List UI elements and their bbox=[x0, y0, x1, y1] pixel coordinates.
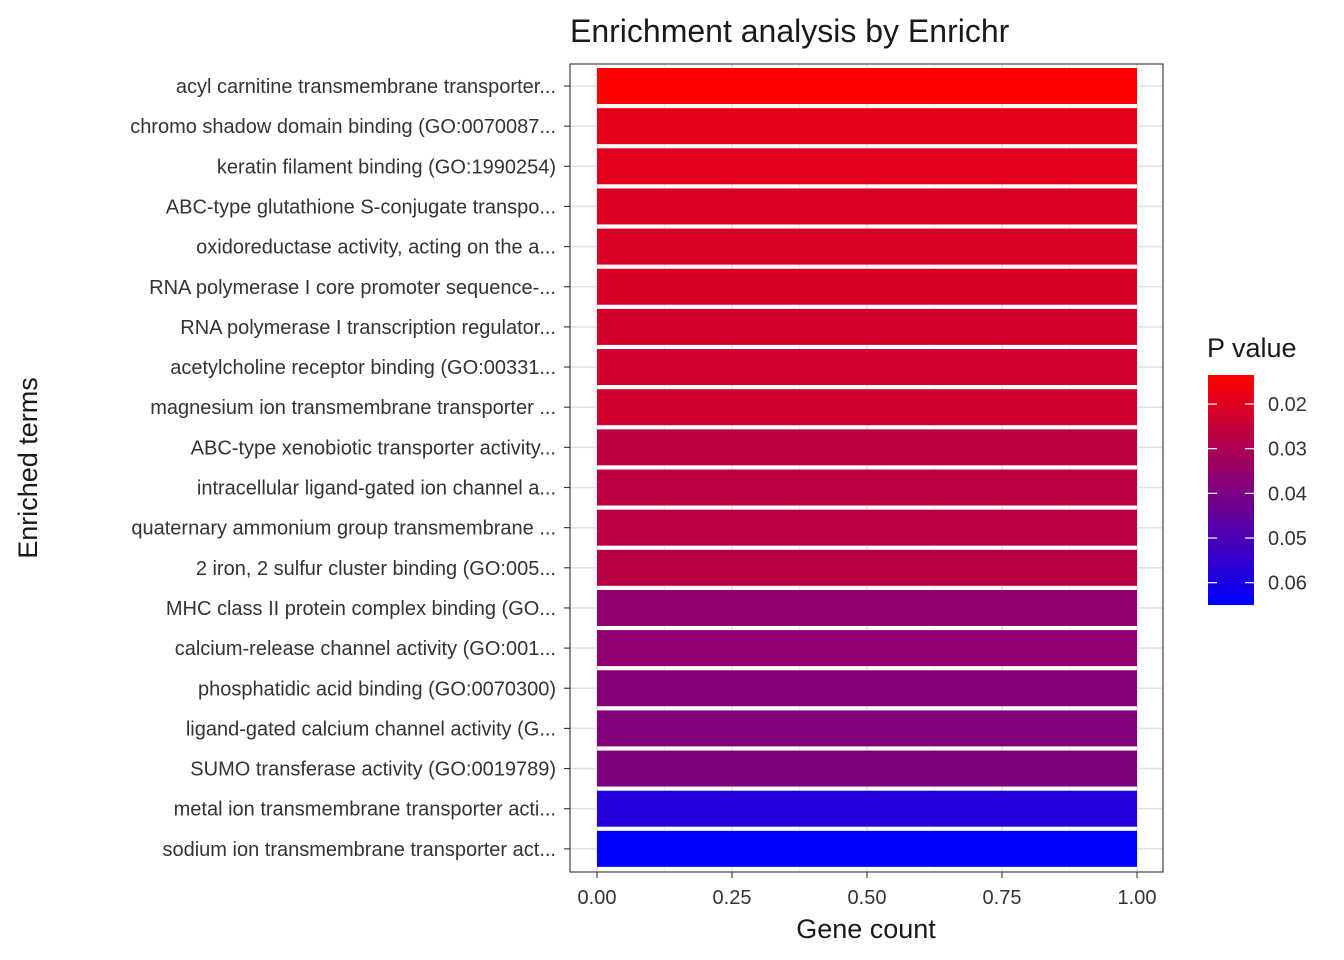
y-tick-label: keratin filament binding (GO:1990254) bbox=[217, 156, 556, 178]
legend-tick-label: 0.02 bbox=[1268, 394, 1307, 416]
bar bbox=[597, 268, 1137, 305]
bar bbox=[597, 509, 1137, 546]
x-axis: 0.00 0.25 0.50 0.75 1.00 bbox=[578, 872, 1157, 909]
y-tick-label: metal ion transmembrane transporter acti… bbox=[174, 799, 556, 821]
x-tick-label: 1.00 bbox=[1118, 887, 1157, 909]
y-axis-title: Enriched terms bbox=[13, 377, 43, 559]
chart-title: Enrichment analysis by Enrichr bbox=[570, 13, 1010, 49]
legend-tick-label: 0.04 bbox=[1268, 483, 1307, 505]
bar bbox=[597, 389, 1137, 426]
bar bbox=[597, 228, 1137, 265]
bar bbox=[597, 670, 1137, 707]
bar bbox=[597, 710, 1137, 747]
bar bbox=[597, 148, 1137, 185]
y-tick-label: sodium ion transmembrane transporter act… bbox=[162, 839, 556, 861]
x-tick-label: 0.00 bbox=[578, 887, 617, 909]
x-tick-label: 0.25 bbox=[713, 887, 752, 909]
y-tick-label: quaternary ammonium group transmembrane … bbox=[131, 518, 556, 540]
y-tick-label: ABC-type xenobiotic transporter activity… bbox=[191, 437, 556, 459]
legend-tick-label: 0.03 bbox=[1268, 439, 1307, 461]
y-tick-label: ABC-type glutathione S-conjugate transpo… bbox=[166, 196, 556, 218]
y-tick-label: intracellular ligand-gated ion channel a… bbox=[197, 478, 556, 500]
x-tick-label: 0.75 bbox=[983, 887, 1022, 909]
y-tick-label: phosphatidic acid binding (GO:0070300) bbox=[198, 678, 556, 700]
bar bbox=[597, 750, 1137, 787]
y-tick-label: oxidoreductase activity, acting on the a… bbox=[196, 237, 556, 259]
y-axis: acyl carnitine transmembrane transporter… bbox=[130, 76, 570, 861]
y-tick-label: RNA polymerase I core promoter sequence-… bbox=[149, 277, 556, 299]
y-tick-label: RNA polymerase I transcription regulator… bbox=[180, 317, 556, 339]
bar bbox=[597, 630, 1137, 667]
y-tick-label: calcium-release channel activity (GO:001… bbox=[175, 638, 556, 660]
bar bbox=[597, 429, 1137, 466]
bar bbox=[597, 549, 1137, 586]
x-tick-label: 0.50 bbox=[848, 887, 887, 909]
y-tick-label: acyl carnitine transmembrane transporter… bbox=[176, 76, 556, 98]
x-axis-title: Gene count bbox=[796, 914, 936, 944]
bar bbox=[597, 349, 1137, 386]
y-tick-label: 2 iron, 2 sulfur cluster binding (GO:005… bbox=[196, 558, 556, 580]
bar bbox=[597, 308, 1137, 345]
y-tick-label: magnesium ion transmembrane transporter … bbox=[150, 397, 556, 419]
bar bbox=[597, 68, 1137, 104]
bar bbox=[597, 790, 1137, 827]
y-tick-label: SUMO transferase activity (GO:0019789) bbox=[190, 759, 556, 781]
color-legend: P value 0.02 0.03 0.04 0.05 0.06 bbox=[1207, 333, 1307, 605]
y-tick-label: acetylcholine receptor binding (GO:00331… bbox=[170, 357, 556, 379]
y-tick-label: MHC class II protein complex binding (GO… bbox=[166, 598, 556, 620]
bar bbox=[597, 830, 1137, 867]
legend-tick-label: 0.05 bbox=[1268, 528, 1307, 550]
bars bbox=[597, 68, 1137, 867]
y-tick-label: ligand-gated calcium channel activity (G… bbox=[186, 718, 556, 740]
legend-ticks: 0.02 0.03 0.04 0.05 0.06 bbox=[1208, 394, 1307, 595]
legend-tick-label: 0.06 bbox=[1268, 573, 1307, 595]
bar bbox=[597, 108, 1137, 145]
bar bbox=[597, 589, 1137, 626]
y-tick-label: chromo shadow domain binding (GO:0070087… bbox=[130, 116, 556, 138]
bar bbox=[597, 188, 1137, 225]
legend-colorbar bbox=[1208, 375, 1254, 605]
bar bbox=[597, 469, 1137, 506]
legend-title: P value bbox=[1207, 333, 1297, 363]
